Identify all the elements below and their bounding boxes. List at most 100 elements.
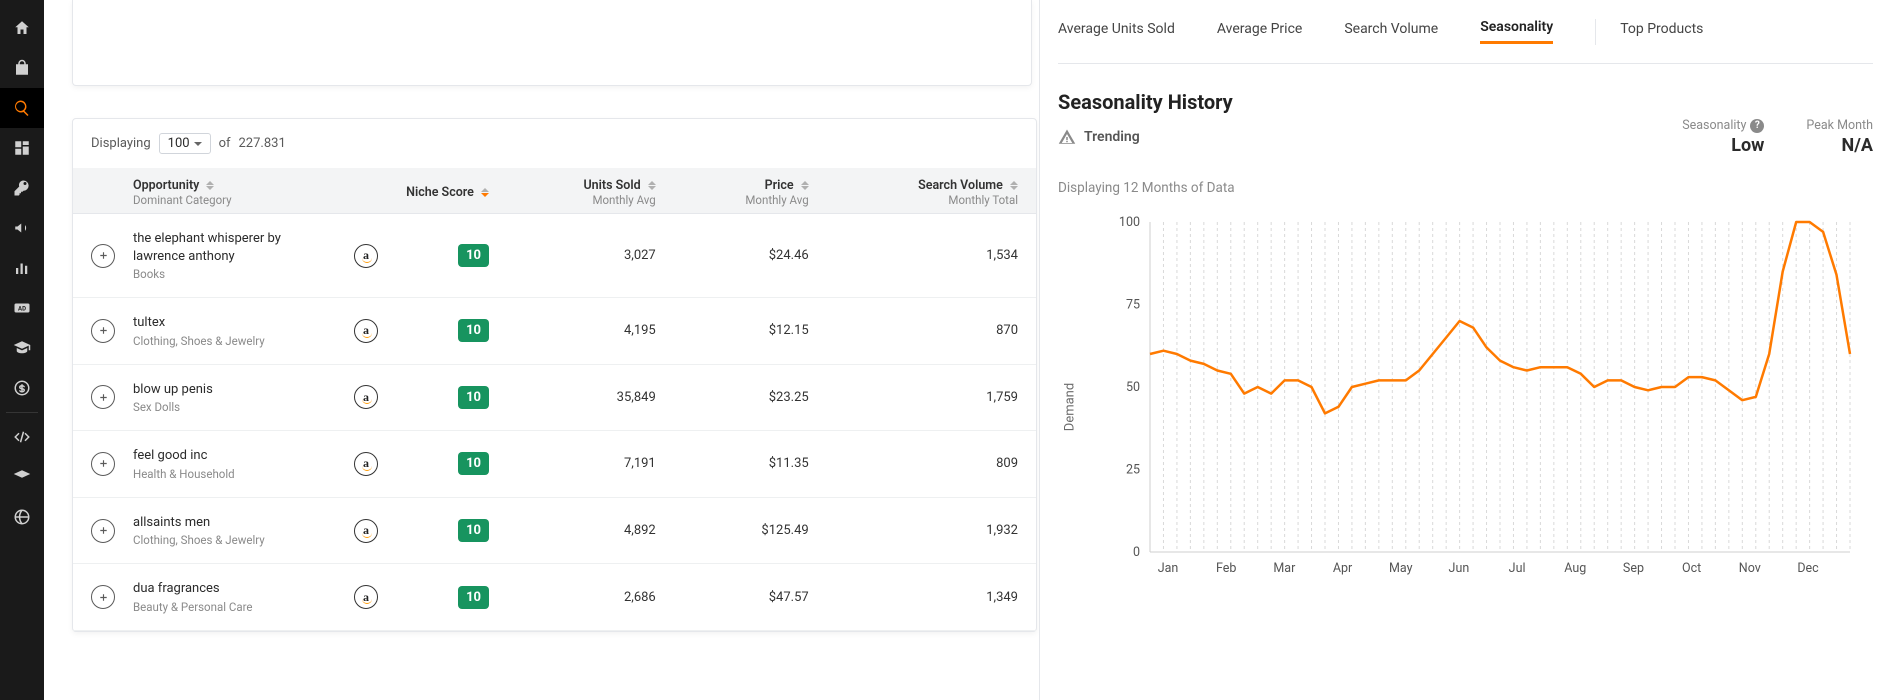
search-volume-value: 1,534 [827,214,1036,298]
svg-text:Dec: Dec [1797,561,1819,576]
nav-ads[interactable]: AD [0,288,44,328]
table-row[interactable]: allsaints menClothing, Shoes & Jewelry a 1… [73,497,1036,564]
of-label: of [219,136,231,151]
home-icon [13,19,31,37]
code-icon [13,428,31,446]
svg-text:Sep: Sep [1623,561,1644,576]
dashboard-icon [13,139,31,157]
nav-opportunity-finder[interactable] [0,88,44,128]
col-opportunity[interactable]: Opportunity Dominant Category [115,168,345,214]
price-value: $24.46 [674,214,827,298]
page-size-select[interactable]: 100 [159,133,211,154]
add-button[interactable] [91,385,115,409]
displaying-label: Displaying [91,136,151,151]
svg-text:100: 100 [1119,215,1140,230]
price-value: $47.57 [674,564,827,631]
search-volume-value: 809 [827,431,1036,498]
opportunity-title: blow up penis [133,381,327,399]
amazon-link[interactable]: a [354,319,378,343]
dollar-icon [13,379,31,397]
nav-dashboard[interactable] [0,128,44,168]
table-row[interactable]: blow up penisSex Dollsa1035,849$23.251,7… [73,364,1036,431]
svg-text:Oct: Oct [1682,561,1701,576]
nav-academy[interactable] [0,457,44,497]
filters-card [72,0,1032,86]
amazon-link[interactable]: a [354,244,378,268]
left-panel: Displaying 100 of 227.831 Opportunity Do… [44,0,1036,700]
table-row[interactable]: feel good inc Health & Household a 10 7,191$… [73,431,1036,498]
tab-search-volume[interactable]: Search Volume [1344,21,1438,43]
add-button[interactable] [91,319,115,343]
grad-cap-icon [13,339,31,357]
nav-marketing[interactable] [0,208,44,248]
add-button[interactable] [91,585,115,609]
col-niche-score[interactable]: Niche Score [387,168,507,214]
niche-score-badge: 10 [458,452,489,475]
table-row[interactable]: dua fragrancesBeauty & Personal Carea102… [73,564,1036,631]
nav-finance[interactable] [0,368,44,408]
ad-icon: AD [13,299,31,317]
opportunity-title: allsaints men [133,514,327,532]
sidebar-separator [6,412,38,413]
academy-icon [13,468,31,486]
table-row[interactable]: the elephant whisperer by lawrence antho… [73,214,1036,298]
add-button[interactable] [91,452,115,476]
col-units-sold[interactable]: Units Sold Monthly Avg [507,168,674,214]
nav-home[interactable] [0,8,44,48]
opportunity-title: the elephant whisperer by lawrence antho… [133,230,327,265]
tab-average-price[interactable]: Average Price [1217,21,1302,43]
price-value: $12.15 [674,298,827,365]
tab-top-products[interactable]: Top Products [1620,21,1703,43]
tab-average-units-sold[interactable]: Average Units Sold [1058,21,1175,43]
seasonality-chart: Demand 0255075100JanFebMarAprMayJunJulAu… [1058,214,1873,600]
amazon-link[interactable]: a [354,585,378,609]
svg-text:0: 0 [1133,545,1140,560]
tab-seasonality[interactable]: Seasonality [1480,19,1553,44]
seasonality-metric: Seasonality? Low [1682,118,1764,156]
opportunity-category: Health & Household [133,467,327,481]
chart-svg: 0255075100JanFebMarAprMayJunJulAugSepOct… [1088,214,1878,584]
units-sold-value: 7,191 [507,431,674,498]
svg-text:75: 75 [1126,298,1140,313]
price-value: $11.35 [674,431,827,498]
opportunity-title: dua fragrances [133,580,327,598]
sidebar: AD [0,0,44,700]
opportunity-category: Sex Dolls [133,400,327,414]
price-value: $23.25 [674,364,827,431]
nav-extension[interactable] [0,497,44,537]
niche-score-badge: 10 [458,519,489,542]
svg-text:May: May [1389,561,1413,576]
total-count: 227.831 [239,136,286,151]
nav-learn[interactable] [0,328,44,368]
niche-score-badge: 10 [458,244,489,267]
amazon-link[interactable]: a [354,385,378,409]
amazon-link[interactable]: a [354,452,378,476]
svg-text:Apr: Apr [1333,561,1353,576]
nav-api[interactable] [0,417,44,457]
opportunity-category: Beauty & Personal Care [133,600,327,614]
svg-text:Jul: Jul [1509,561,1526,576]
units-sold-value: 35,849 [507,364,674,431]
add-button[interactable] [91,519,115,543]
table-top-bar: Displaying 100 of 227.831 [73,119,1036,168]
nav-products[interactable] [0,48,44,88]
col-price[interactable]: Price Monthly Avg [674,168,827,214]
table-row[interactable]: tultexClothing, Shoes & Jewelrya104,195$… [73,298,1036,365]
opportunity-category: Clothing, Shoes & Jewelry [133,533,327,547]
svg-text:Jun: Jun [1449,561,1470,576]
search-volume-value: 1,349 [827,564,1036,631]
amazon-link[interactable]: a [354,519,378,543]
trending-indicator: Trending [1058,128,1140,146]
detail-panel: Average Units Sold Average Price Search Vo… [1039,0,1891,700]
col-search-volume[interactable]: Search Volume Monthly Total [827,168,1036,214]
add-button[interactable] [91,244,115,268]
warning-icon [1058,128,1076,146]
nav-analytics[interactable] [0,248,44,288]
niche-score-badge: 10 [458,586,489,609]
search-icon [13,99,31,117]
svg-text:Mar: Mar [1273,561,1296,576]
help-icon[interactable]: ? [1750,119,1764,133]
nav-keywords[interactable] [0,168,44,208]
opportunity-title: feel good inc [133,447,327,465]
search-volume-value: 1,759 [827,364,1036,431]
